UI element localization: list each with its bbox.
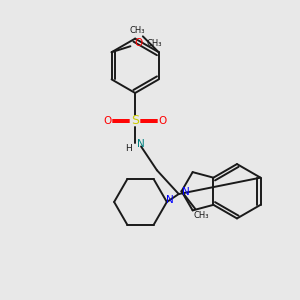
- Text: H: H: [125, 144, 132, 153]
- Text: N: N: [182, 187, 189, 197]
- Text: O: O: [103, 116, 112, 126]
- Text: O: O: [159, 116, 167, 126]
- Text: S: S: [131, 114, 139, 127]
- Text: CH₃: CH₃: [194, 211, 209, 220]
- Text: CH₃: CH₃: [146, 39, 162, 48]
- Text: O: O: [134, 38, 142, 48]
- Text: N: N: [137, 139, 145, 148]
- Text: CH₃: CH₃: [129, 26, 145, 35]
- Text: N: N: [166, 195, 174, 205]
